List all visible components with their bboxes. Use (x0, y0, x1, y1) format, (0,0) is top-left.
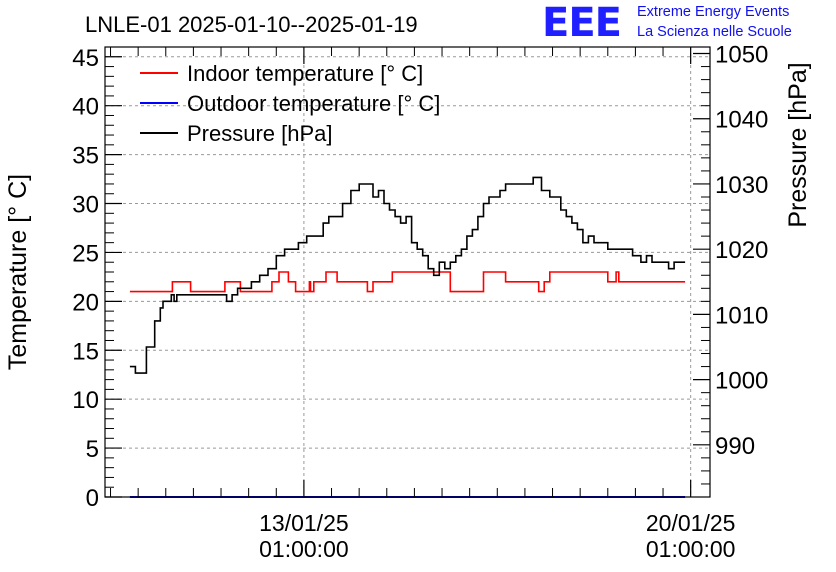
y2-tick-label: 1030 (715, 172, 768, 199)
grid-lines (105, 47, 710, 497)
y-tick-label: 10 (72, 387, 99, 414)
y2-axis-label: Pressure [hPa] (784, 62, 812, 227)
legend-label-2: Pressure [hPa] (187, 121, 333, 146)
y2-tick-label: 1040 (715, 107, 768, 134)
brand-line-2: La Scienza nelle Scuole (637, 24, 792, 40)
y2-tick-label: 1010 (715, 302, 768, 329)
axes: 0 5 10 15 20 25 30 35 40 45 990 1000 1010 1020 1030 104… (72, 42, 768, 562)
y2-tick-label: 990 (715, 433, 755, 460)
x-tick-date: 20/01/25 (646, 510, 736, 536)
eee-logo: EEE (542, 0, 622, 46)
legend: Indoor temperature [° C] Outdoor temperat… (140, 61, 440, 146)
y-tick-label: 30 (72, 192, 99, 219)
y-tick-label: 40 (72, 94, 99, 121)
y2-tick-label: 1000 (715, 368, 768, 395)
y-tick-label: 0 (86, 485, 99, 512)
y-tick-label: 25 (72, 240, 99, 267)
y-tick-label: 35 (72, 143, 99, 170)
brand-line-1: Extreme Energy Events (637, 4, 790, 20)
y-tick-label: 20 (72, 289, 99, 316)
series-line-2 (129, 176, 686, 374)
legend-label-0: Indoor temperature [° C] (187, 61, 423, 86)
x-tick-date: 13/01/25 (259, 510, 349, 536)
x-tick-time: 01:00:00 (259, 536, 349, 562)
legend-label-1: Outdoor temperature [° C] (187, 91, 440, 116)
y-tick-label: 45 (72, 45, 99, 72)
y-tick-label: 15 (72, 338, 99, 365)
y-tick-label: 5 (86, 436, 99, 463)
y2-tick-label: 1020 (715, 237, 768, 264)
y2-tick-label: 1050 (715, 42, 768, 69)
series-line-0 (129, 271, 686, 293)
eee-brand: EEE Extreme Energy Events La Scienza nel… (542, 2, 832, 44)
x-tick-time: 01:00:00 (646, 536, 736, 562)
y-axis-label: Temperature [° C] (4, 174, 32, 370)
chart-title: LNLE-01 2025-01-10--2025-01-19 (85, 12, 418, 37)
